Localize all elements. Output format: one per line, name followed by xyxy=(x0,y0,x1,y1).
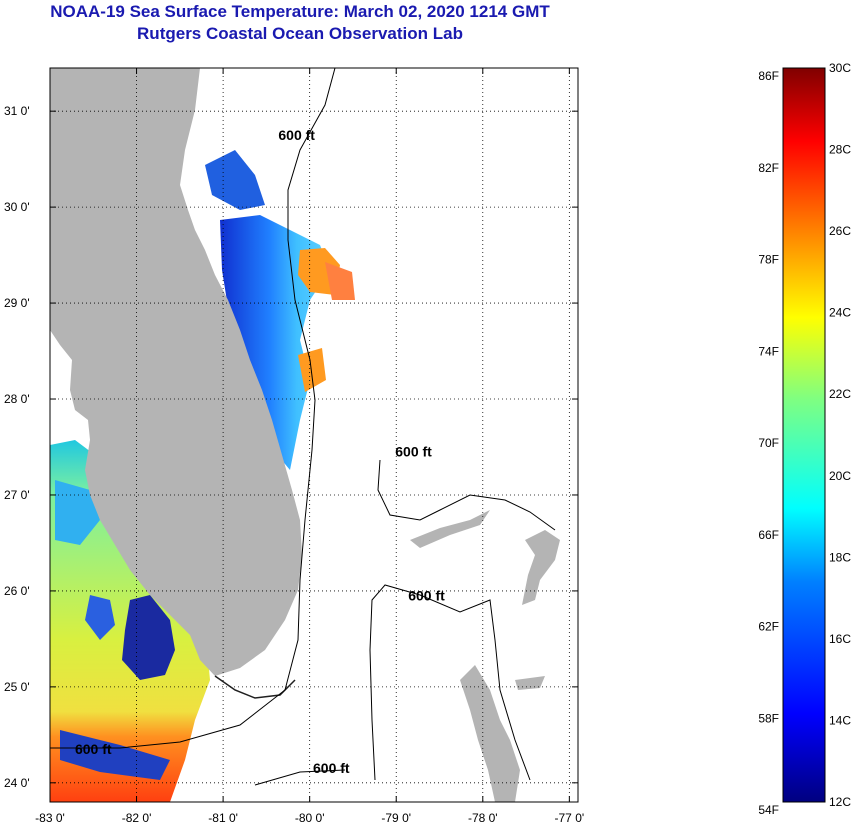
bahamas-abaco xyxy=(522,530,560,605)
lon-tick-label: -78 0' xyxy=(468,811,498,825)
colorbar-c-label: 28C xyxy=(829,143,851,157)
colorbar-c-label: 26C xyxy=(829,224,851,238)
depth-contour-600ft-east xyxy=(377,459,556,531)
colorbar-f-label: 54F xyxy=(758,803,779,817)
colorbar-f-label: 74F xyxy=(758,344,779,358)
bahamas-grand-bahama xyxy=(410,510,490,548)
sst-warm-patch xyxy=(298,348,326,392)
lat-tick-label: 31 0' xyxy=(4,104,30,118)
colorbar-c-label: 22C xyxy=(829,387,851,401)
colorbar-f-label: 58F xyxy=(758,711,779,725)
lon-tick-label: -83 0' xyxy=(35,811,65,825)
lat-tick-label: 30 0' xyxy=(4,200,30,214)
map-plot-area xyxy=(50,68,578,802)
map-title: NOAA-19 Sea Surface Temperature: March 0… xyxy=(50,2,550,21)
lon-tick-label: -80 0' xyxy=(295,811,325,825)
contour-label: 600 ft xyxy=(395,444,432,460)
colorbar-c-label: 14C xyxy=(829,713,851,727)
contour-labels: 600 ft 600 ft 600 ft 600 ft 600 ft xyxy=(75,127,445,776)
lat-tick-label: 27 0' xyxy=(4,488,30,502)
lat-tick-label: 29 0' xyxy=(4,296,30,310)
lat-tick-label: 25 0' xyxy=(4,680,30,694)
lat-tick-label: 26 0' xyxy=(4,584,30,598)
lat-tick-label: 24 0' xyxy=(4,776,30,790)
map-subtitle: Rutgers Coastal Ocean Observation Lab xyxy=(137,24,463,43)
bahamas-andros xyxy=(460,665,520,802)
colorbar-c-label: 30C xyxy=(829,61,851,75)
depth-contour-600ft xyxy=(50,68,336,749)
colorbar-c-label: 16C xyxy=(829,632,851,646)
colorbar-c-label: 20C xyxy=(829,469,851,483)
depth-contour-600ft-south xyxy=(254,769,346,786)
axis-ticks: -83 0' -82 0' -81 0' -80 0' -79 0' -78 0' -77 … xyxy=(4,68,584,825)
colorbar-c-label: 18C xyxy=(829,550,851,564)
contour-label: 600 ft xyxy=(75,741,112,757)
colorbar-f-label: 86F xyxy=(758,69,779,83)
sst-cold-blob xyxy=(122,595,175,680)
sst-cool-blob xyxy=(55,480,100,545)
contour-label: 600 ft xyxy=(278,127,315,143)
colorbar-labels: 86F 82F 78F 74F 70F 66F 62F 58F 54F 30C 28C 26C 24C 2… xyxy=(758,61,851,817)
lon-tick-label: -77 0' xyxy=(555,811,585,825)
sst-cold-blob xyxy=(60,730,170,780)
florida-landmass xyxy=(50,68,302,676)
lon-tick-label: -79 0' xyxy=(381,811,411,825)
lon-tick-label: -82 0' xyxy=(122,811,152,825)
sst-warm-patch xyxy=(325,262,355,300)
colorbar-f-label: 62F xyxy=(758,620,779,634)
colorbar-f-label: 82F xyxy=(758,161,779,175)
contour-label: 600 ft xyxy=(408,588,445,604)
lat-tick-label: 28 0' xyxy=(4,392,30,406)
colorbar-f-label: 66F xyxy=(758,528,779,542)
lon-tick-label: -81 0' xyxy=(208,811,238,825)
sst-cold-blob xyxy=(85,595,115,640)
depth-contour-600ft-tongue xyxy=(369,584,531,781)
sst-north-patch xyxy=(205,150,265,210)
colorbar-f-label: 70F xyxy=(758,436,779,450)
contour-label: 600 ft xyxy=(313,760,350,776)
colorbar-c-label: 24C xyxy=(829,306,851,320)
colorbar-f-label: 78F xyxy=(758,253,779,267)
map-frame xyxy=(49,67,579,803)
graticule xyxy=(49,68,578,802)
colorbar-c-label: 12C xyxy=(829,795,851,809)
colorbar xyxy=(782,67,826,803)
